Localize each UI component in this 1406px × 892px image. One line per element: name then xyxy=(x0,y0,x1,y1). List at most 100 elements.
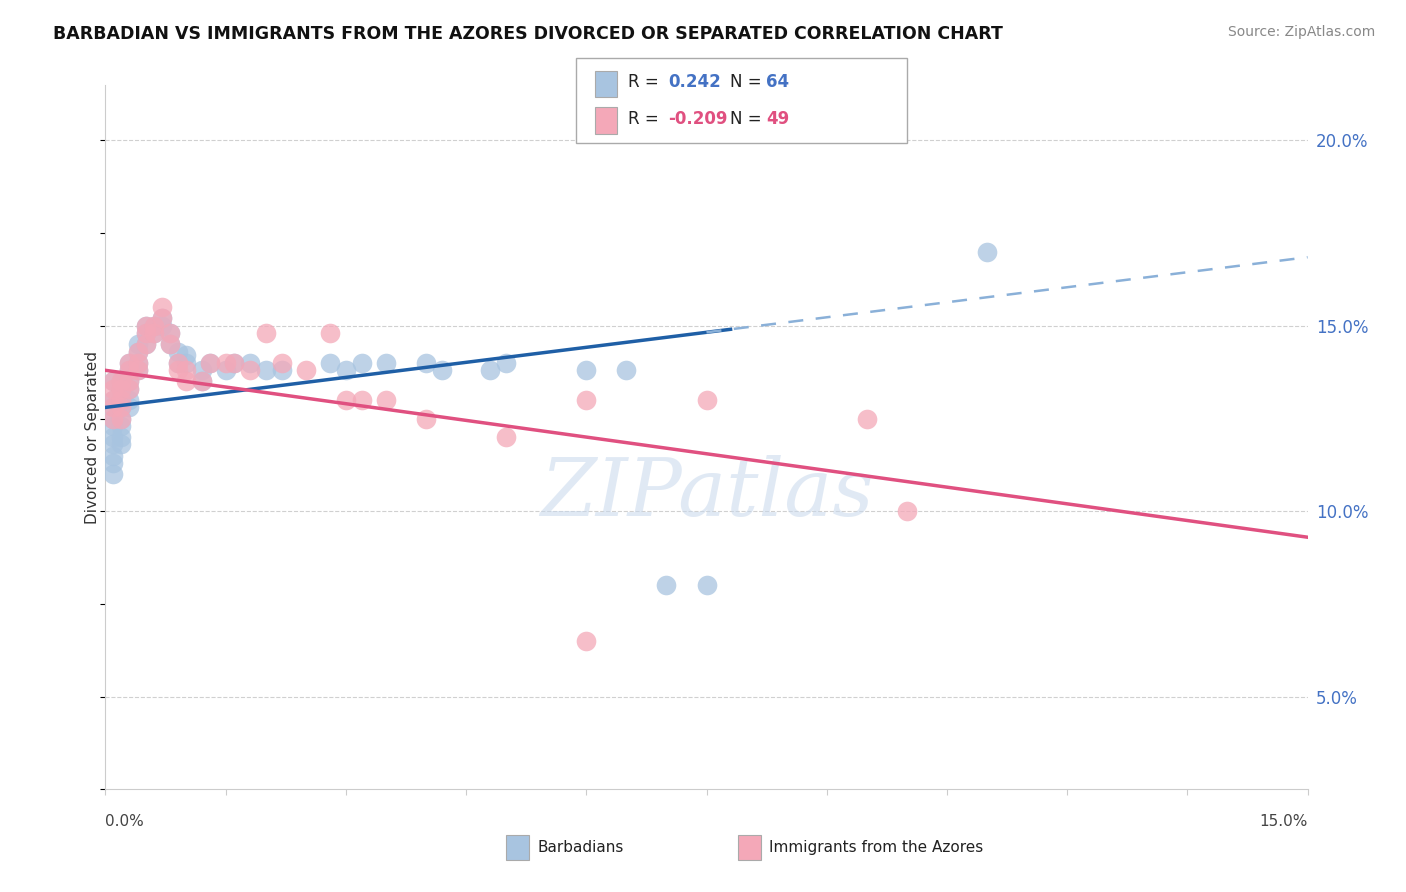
Point xyxy=(150,318,173,333)
Y-axis label: Divorced or Separated: Divorced or Separated xyxy=(84,351,100,524)
Point xyxy=(159,326,181,341)
Point xyxy=(696,392,718,407)
Point xyxy=(174,375,197,389)
Point xyxy=(103,430,125,444)
Point xyxy=(103,401,125,415)
Text: 64: 64 xyxy=(766,73,789,91)
Point xyxy=(142,318,165,333)
Point xyxy=(214,363,236,377)
Point xyxy=(118,392,141,407)
Text: Immigrants from the Azores: Immigrants from the Azores xyxy=(769,840,983,855)
Point xyxy=(103,437,125,451)
Point xyxy=(575,363,598,377)
Point xyxy=(150,311,173,326)
Point xyxy=(319,326,342,341)
Point xyxy=(110,401,132,415)
Text: N =: N = xyxy=(730,110,766,128)
Point xyxy=(127,363,149,377)
Point xyxy=(159,337,181,351)
Text: ZIPatlas: ZIPatlas xyxy=(540,455,873,533)
Point xyxy=(127,344,149,359)
Point xyxy=(166,356,188,370)
Point xyxy=(142,326,165,341)
Point xyxy=(103,382,125,396)
Point xyxy=(270,356,292,370)
Point xyxy=(110,382,132,396)
Point xyxy=(174,349,197,363)
Point xyxy=(110,430,132,444)
Point xyxy=(103,419,125,434)
Point xyxy=(127,337,149,351)
Point xyxy=(103,392,125,407)
Point xyxy=(103,467,125,482)
Text: R =: R = xyxy=(628,73,669,91)
Text: N =: N = xyxy=(730,73,766,91)
Point xyxy=(239,356,262,370)
Point xyxy=(479,363,502,377)
Point xyxy=(335,392,357,407)
Point xyxy=(190,375,212,389)
Point xyxy=(198,356,221,370)
Point xyxy=(110,375,132,389)
Point xyxy=(135,337,157,351)
Point xyxy=(254,363,277,377)
Point xyxy=(118,363,141,377)
Point xyxy=(214,356,236,370)
Point xyxy=(335,363,357,377)
Point xyxy=(142,326,165,341)
Point xyxy=(110,401,132,415)
Point xyxy=(103,411,125,425)
Point xyxy=(159,326,181,341)
Point xyxy=(135,326,157,341)
Point xyxy=(254,326,277,341)
Text: Barbadians: Barbadians xyxy=(537,840,623,855)
Point xyxy=(142,318,165,333)
Point xyxy=(616,363,638,377)
Point xyxy=(239,363,262,377)
Point xyxy=(198,356,221,370)
Point xyxy=(319,356,342,370)
Point xyxy=(655,578,678,592)
Point xyxy=(110,392,132,407)
Point xyxy=(855,411,877,425)
Text: 15.0%: 15.0% xyxy=(1260,814,1308,829)
Point xyxy=(174,356,197,370)
Text: R =: R = xyxy=(628,110,665,128)
Point xyxy=(103,375,125,389)
Point xyxy=(118,375,141,389)
Point xyxy=(110,392,132,407)
Point xyxy=(150,311,173,326)
Point xyxy=(350,392,373,407)
Point xyxy=(118,356,141,370)
Text: 0.242: 0.242 xyxy=(668,73,721,91)
Point xyxy=(135,326,157,341)
Point xyxy=(103,456,125,470)
Point xyxy=(103,449,125,463)
Point xyxy=(350,356,373,370)
Point xyxy=(222,356,245,370)
Point xyxy=(103,392,125,407)
Point xyxy=(976,244,998,259)
Point xyxy=(135,318,157,333)
Point xyxy=(110,419,132,434)
Text: 49: 49 xyxy=(766,110,790,128)
Point xyxy=(110,437,132,451)
Point xyxy=(110,411,132,425)
Point xyxy=(118,363,141,377)
Point xyxy=(896,504,918,518)
Point xyxy=(110,411,132,425)
Point xyxy=(103,411,125,425)
Point xyxy=(575,392,598,407)
Point xyxy=(159,337,181,351)
Text: -0.209: -0.209 xyxy=(668,110,727,128)
Point xyxy=(118,401,141,415)
Point xyxy=(118,382,141,396)
Text: Source: ZipAtlas.com: Source: ZipAtlas.com xyxy=(1227,25,1375,39)
Point xyxy=(174,363,197,377)
Text: BARBADIAN VS IMMIGRANTS FROM THE AZORES DIVORCED OR SEPARATED CORRELATION CHART: BARBADIAN VS IMMIGRANTS FROM THE AZORES … xyxy=(53,25,1004,43)
Point xyxy=(110,382,132,396)
Point xyxy=(495,430,517,444)
Point xyxy=(135,318,157,333)
Point xyxy=(150,300,173,314)
Point xyxy=(222,356,245,370)
